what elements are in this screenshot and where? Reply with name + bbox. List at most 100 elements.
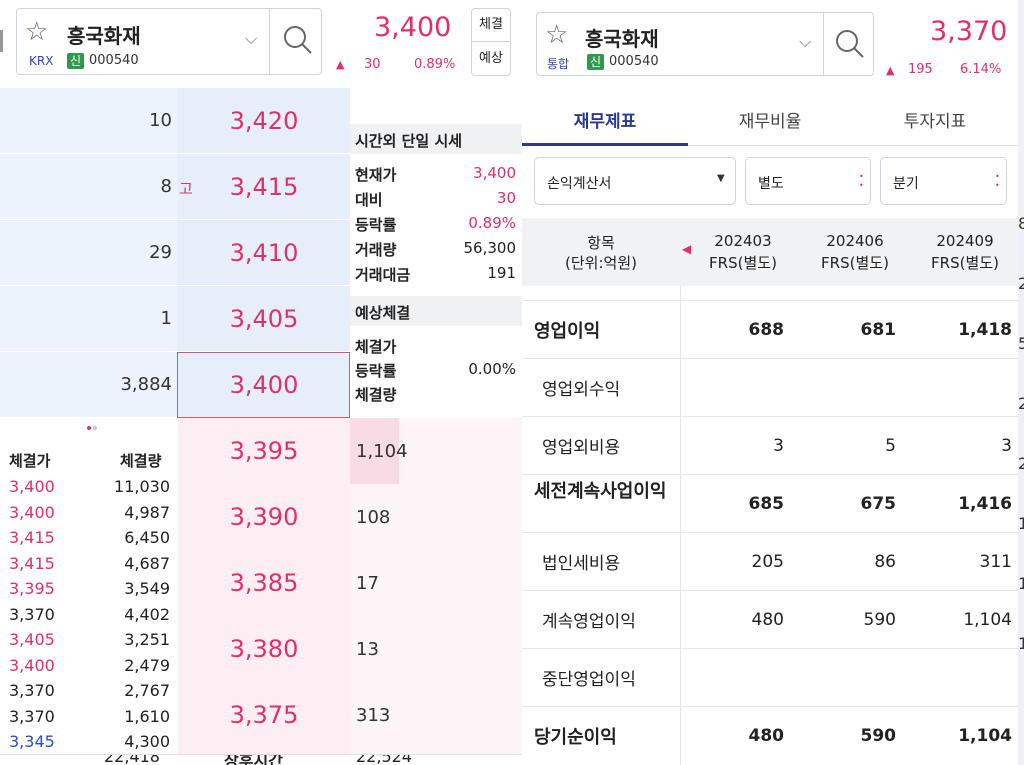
current-price: 3,400: [374, 12, 452, 43]
stock-code: 000540: [609, 54, 659, 69]
after-hours-value: 56,300: [463, 239, 517, 257]
bid-price[interactable]: 3,375: [229, 701, 299, 729]
trade-mode-button[interactable]: 체결: [472, 9, 510, 42]
star-icon[interactable]: ☆: [545, 20, 569, 50]
row-divider: [522, 648, 1018, 649]
ask-quantity: 3,884: [120, 374, 172, 395]
bid-price[interactable]: 3,395: [229, 437, 299, 465]
trade-price: 3,400: [9, 502, 55, 522]
bid-price[interactable]: 3,385: [229, 569, 299, 597]
financial-row-value: 3: [773, 436, 784, 456]
bid-price[interactable]: 3,380: [229, 635, 299, 663]
tab-bar: 재무제표 재무비율 투자지표: [522, 92, 1018, 146]
period-select[interactable]: 분기 • •: [880, 157, 1007, 205]
stock-name: 흥국화재: [67, 24, 141, 48]
after-hours-label: 거래대금: [355, 266, 411, 284]
financial-row-label: 세전계속사업이익: [534, 481, 667, 502]
trade-quantity: 2,767: [124, 681, 170, 700]
edge-digit: 1: [1018, 514, 1024, 533]
financial-row-value: 1,104: [963, 610, 1012, 630]
up-arrow-icon: ▲: [886, 64, 895, 77]
row-divider: [522, 474, 1018, 475]
edge-digit: 2: [1018, 394, 1024, 413]
credit-badge: 신: [587, 54, 605, 70]
stock-header: ☆ 흥국화재 ⌵ KRX 신 000540 3,400 ▲ 30 0.89% 체…: [0, 0, 522, 88]
chevron-down-icon[interactable]: ⌵: [799, 32, 812, 51]
search-icon[interactable]: [835, 29, 865, 59]
market-label: 통합: [547, 57, 570, 71]
stock-header-2: ☆ 흥국화재 ⌵ 통합 신 000540 3,370 ▲ 195 6.14%: [522, 0, 1018, 88]
ask-price[interactable]: 3,405: [229, 305, 299, 333]
col-standard: FRS(별도): [821, 254, 889, 272]
financial-row-value: 688: [748, 320, 785, 340]
after-hours-label: 현재가: [355, 166, 397, 184]
after-hours-value: 191: [487, 264, 516, 282]
ask-price[interactable]: 3,420: [229, 107, 299, 135]
financial-row-label: 영업이익: [534, 321, 601, 342]
bid-quantity: 13: [356, 639, 379, 660]
row-divider: [0, 219, 350, 220]
financial-row-value: 311: [979, 552, 1012, 572]
stock-selector-2[interactable]: ☆ 흥국화재 ⌵ 통합 신 000540: [536, 12, 874, 76]
order-book-panel: ☆ 흥국화재 ⌵ KRX 신 000540 3,400 ▲ 30 0.89% 체…: [0, 0, 522, 765]
price-change: 30: [364, 57, 381, 72]
session-label: 장후시간: [224, 754, 283, 765]
trade-quantity: 2,479: [124, 655, 170, 675]
trade-quantity: 3,251: [124, 630, 170, 649]
bid-area: [178, 418, 350, 765]
financial-row-value: 590: [863, 610, 896, 630]
up-arrow-icon: ▲: [336, 58, 345, 71]
financial-row-label: 계속영업이익: [542, 612, 636, 632]
after-hours-value: 30: [496, 189, 516, 207]
expected-label: 등락률: [355, 362, 397, 380]
dropdown-arrow-icon: ▼: [717, 173, 725, 184]
row-divider: [0, 285, 350, 286]
edge-digit: 1: [1018, 574, 1024, 593]
row-divider: [522, 358, 1018, 359]
financial-row-label: 당기순이익: [534, 727, 617, 748]
drag-handle[interactable]: [0, 30, 3, 52]
page-dot: [93, 426, 97, 430]
stock-name: 흥국화재: [585, 27, 659, 51]
tab-financial-statements[interactable]: 재무제표: [573, 112, 637, 132]
after-hours-value: 0.89%: [468, 214, 516, 232]
financial-row-value: 1,418: [958, 320, 1012, 340]
expected-label: 체결량: [355, 386, 397, 404]
row-divider: [522, 532, 1018, 533]
financial-row-label: 중단영업이익: [542, 670, 636, 690]
ask-quantity: 10: [149, 110, 172, 131]
financials-panel: ☆ 흥국화재 ⌵ 통합 신 000540 3,370 ▲ 195 6.14% 재…: [522, 0, 1018, 765]
row-divider: [522, 590, 1018, 591]
financial-row-value: 1,104: [958, 726, 1012, 746]
ask-price[interactable]: 3,400: [229, 371, 299, 399]
current-price: 3,370: [930, 16, 1008, 47]
spinner-dots-icon: • •: [859, 172, 864, 190]
star-icon[interactable]: ☆: [25, 17, 49, 47]
scroll-left-icon[interactable]: ◀: [682, 242, 692, 256]
tab-investment-indicators[interactable]: 투자지표: [903, 112, 967, 132]
ask-price[interactable]: 3,410: [229, 239, 299, 267]
order-book-footer: 22,418 장후시간 22,524: [0, 754, 522, 765]
trade-quantity: 4,987: [124, 502, 170, 522]
price-change: 195: [908, 62, 933, 77]
trade-price: 3,415: [9, 528, 55, 547]
financial-row-label: 영업외수익: [542, 380, 621, 400]
change-rate: 6.14%: [960, 62, 1002, 77]
credit-badge: 신: [67, 53, 85, 69]
table-header: 항목 (단위:억원) ◀ 202403 FRS(별도) 202406 FRS(별…: [522, 218, 1018, 286]
search-icon[interactable]: [283, 25, 313, 55]
chevron-down-icon[interactable]: ⌵: [245, 29, 258, 48]
basis-select[interactable]: 별도 • •: [745, 157, 871, 205]
current-price-highlight: [177, 352, 350, 418]
expect-mode-button[interactable]: 예상: [479, 51, 503, 66]
statement-select[interactable]: 손익계산서 ▼: [534, 157, 736, 205]
ask-price[interactable]: 3,415: [229, 173, 299, 201]
bid-price[interactable]: 3,390: [229, 503, 299, 531]
trade-price: 3,405: [9, 630, 55, 649]
trade-price: 3,370: [9, 681, 55, 700]
stock-selector[interactable]: ☆ 흥국화재 ⌵ KRX 신 000540: [16, 8, 322, 75]
expected-title: 예상체결: [355, 304, 411, 322]
trades-col-price: 체결가: [9, 452, 51, 470]
tab-financial-ratios[interactable]: 재무비율: [738, 112, 802, 132]
mode-switch: 체결 예상: [471, 8, 511, 76]
